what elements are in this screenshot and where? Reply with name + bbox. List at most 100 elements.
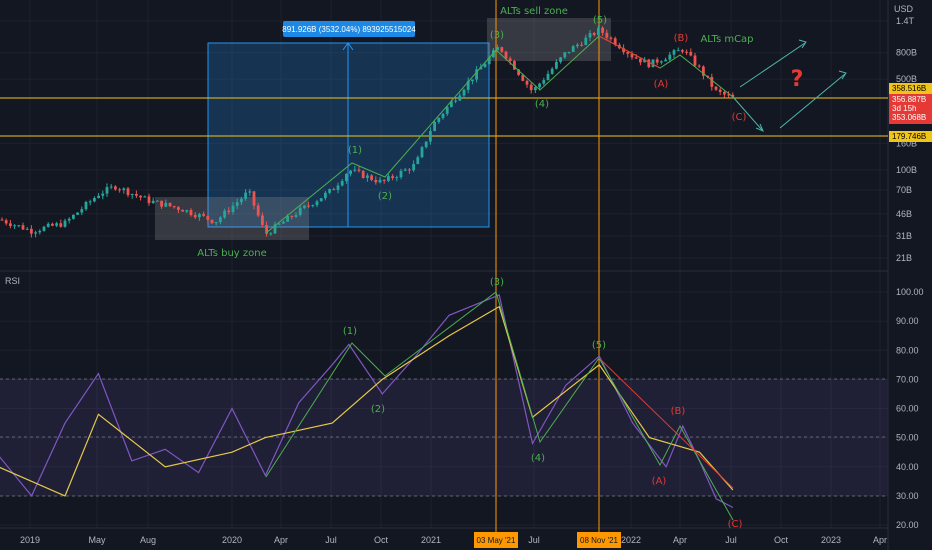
time-tick: 2023 <box>821 535 841 545</box>
candle-body <box>521 74 525 81</box>
rsi-wave-lines <box>265 291 734 521</box>
candle-body <box>567 51 571 53</box>
candle-body <box>592 33 596 35</box>
price-tick: 500B <box>896 74 917 84</box>
question-mark: ? <box>791 67 804 92</box>
badge-358: 358.516B <box>889 83 932 94</box>
rsi-band <box>0 379 888 496</box>
candle-body <box>655 59 659 63</box>
rsi-tick: 40.00 <box>896 462 919 472</box>
measure-label-box <box>283 21 415 37</box>
price-tick: 31B <box>896 231 912 241</box>
candle-body <box>345 173 348 182</box>
price-label-c: (C) <box>732 112 747 123</box>
rsi-tick: 20.00 <box>896 520 919 530</box>
candle-body <box>462 89 466 96</box>
candles <box>0 25 735 238</box>
candle-body <box>408 169 411 171</box>
time-tick: Aug <box>140 535 156 545</box>
candle-body <box>336 185 340 190</box>
candle-body <box>34 232 37 234</box>
candle-body <box>13 225 16 227</box>
candle-body <box>555 61 558 69</box>
candle-body <box>508 58 512 62</box>
candle-body <box>286 216 289 222</box>
time-tick: Jul <box>725 535 737 545</box>
candle-body <box>303 205 306 208</box>
candle-body <box>378 179 382 183</box>
arrow-head-2 <box>838 70 847 80</box>
candle-body <box>38 230 42 233</box>
candle-body <box>475 69 478 80</box>
time-tick: Oct <box>774 535 789 545</box>
price-axis-unit: USD <box>894 4 914 14</box>
badge-last-text: 356.887B 3d 15h 353.068B <box>892 95 926 122</box>
candle-body <box>534 87 537 91</box>
candle-body <box>202 214 205 216</box>
rsi-label-2: (2) <box>371 404 385 415</box>
candle-body <box>261 215 264 225</box>
candle-body <box>634 57 638 59</box>
candle-body <box>198 214 201 218</box>
candle-body <box>685 51 688 53</box>
candle-body <box>353 169 357 171</box>
candle-body <box>424 141 428 148</box>
time-highlight-nov-text: 08 Nov '21 <box>580 536 619 545</box>
candle-body <box>72 214 75 219</box>
price-axis-ticks: 1.4T 800B 500B 160B 100B 70B 46B 31B 21B <box>896 16 917 263</box>
candle-body <box>93 198 96 202</box>
candle-body <box>416 157 420 165</box>
candle-body <box>357 169 361 171</box>
price-abc-lines <box>598 35 661 69</box>
candle-body <box>471 79 474 82</box>
candle-body <box>282 221 285 224</box>
candle-body <box>723 91 726 95</box>
candle-body <box>51 223 54 226</box>
candle-body <box>517 69 520 75</box>
measure-arrow-head <box>342 42 354 51</box>
candle-body <box>256 205 260 216</box>
candle-body <box>332 189 336 191</box>
candle-body <box>55 223 58 226</box>
candle-body <box>328 189 331 193</box>
rsi-line <box>0 294 734 509</box>
candle-body <box>122 188 126 190</box>
candle-body <box>366 175 369 179</box>
time-tick: 2019 <box>20 535 40 545</box>
time-tick: 2021 <box>421 535 441 545</box>
candle-body <box>114 186 117 190</box>
candle-body <box>223 210 226 218</box>
projection-down <box>732 96 763 131</box>
candle-body <box>651 59 655 68</box>
price-tick: 160B <box>896 138 917 148</box>
candle-body <box>697 65 701 67</box>
candle-body <box>731 94 735 97</box>
time-tick: May <box>88 535 106 545</box>
candle-body <box>626 52 630 54</box>
candle-body <box>30 228 33 234</box>
candle-body <box>630 53 634 58</box>
rsi-ma-line <box>0 305 734 497</box>
candle-body <box>130 193 134 195</box>
badge-last-line: 356.887B <box>892 95 926 104</box>
price-tick: 1.4T <box>896 16 915 26</box>
candle-body <box>479 67 483 70</box>
candle-body <box>622 48 625 53</box>
candle-body <box>210 219 214 224</box>
price-label-5: (5) <box>593 15 607 26</box>
time-tick: 2022 <box>621 535 641 545</box>
candle-body <box>681 50 684 52</box>
candle-body <box>361 170 365 179</box>
candle-body <box>437 117 441 122</box>
candle-body <box>441 113 445 118</box>
buy-zone <box>155 197 309 240</box>
candle-body <box>181 209 184 212</box>
candle-body <box>710 76 714 87</box>
candle-body <box>718 89 722 92</box>
candle-body <box>525 80 529 85</box>
candle-body <box>387 176 390 181</box>
badge-358-text: 358.516B <box>892 84 926 93</box>
price-label-2: (2) <box>378 191 392 202</box>
price-label-1: (1) <box>348 145 362 156</box>
